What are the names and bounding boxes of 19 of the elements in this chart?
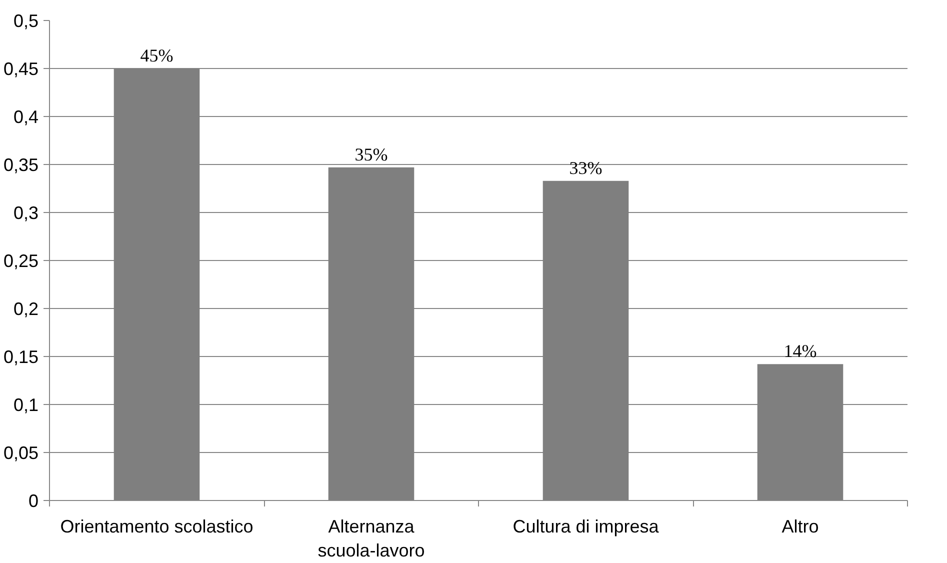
y-tick-label: 0,5 <box>13 11 39 31</box>
y-tick-label: 0,45 <box>3 59 39 79</box>
data-label: 35% <box>354 144 388 164</box>
data-label: 14% <box>784 341 817 362</box>
x-tick-label: Orientamento scolastico <box>60 516 254 536</box>
y-tick-label: 0,15 <box>3 347 39 367</box>
y-tick-label: 0,05 <box>3 443 39 463</box>
x-tick-label: Cultura di impresa <box>512 516 660 536</box>
data-label: 45% <box>140 46 174 66</box>
y-tick-label: 0,2 <box>13 299 39 319</box>
y-tick-label: 0,1 <box>13 395 39 415</box>
x-tick-label: Alternanza scuola-lavoro <box>318 516 425 560</box>
y-tick-label: 0,3 <box>13 203 39 223</box>
y-tick-label: 0,25 <box>3 251 39 271</box>
y-tick-label: 0,35 <box>3 155 39 175</box>
y-tick-label: 0 <box>28 491 39 511</box>
x-tick-label: Altro <box>782 516 819 536</box>
data-label: 33% <box>569 158 602 178</box>
y-tick-label: 0,4 <box>13 107 39 127</box>
